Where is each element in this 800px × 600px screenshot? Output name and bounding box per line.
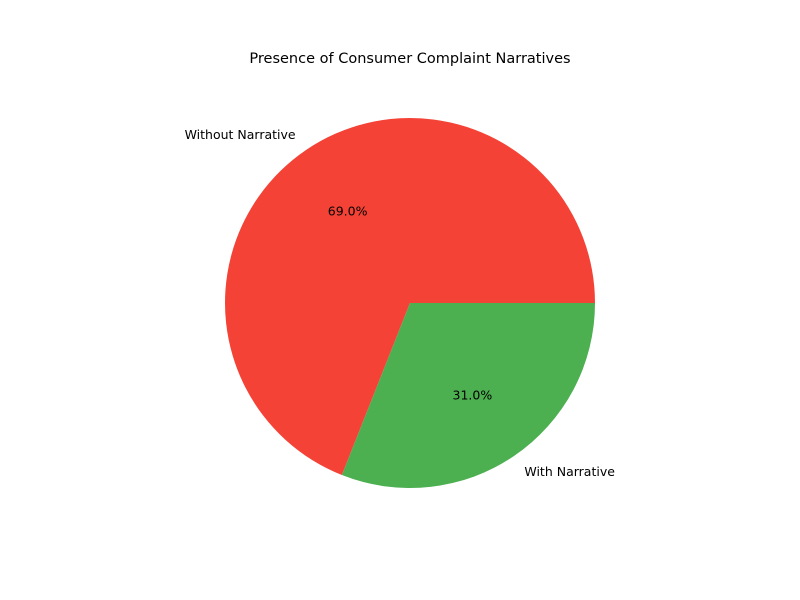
pie-slice-with-narrative	[341, 303, 595, 489]
slice-percent-label: 69.0%	[328, 204, 368, 219]
slice-percent-label: 31.0%	[453, 387, 493, 402]
slice-label: Without Narrative	[185, 127, 296, 142]
pie-labels: Without Narrative 69.0% With Narrative 31.0…	[185, 127, 616, 479]
chart-title: Presence of Consumer Complaint Narrative…	[249, 51, 570, 67]
pie-slices	[225, 118, 596, 489]
slice-label: With Narrative	[524, 464, 615, 479]
pie-slice-without-narrative	[225, 118, 596, 476]
